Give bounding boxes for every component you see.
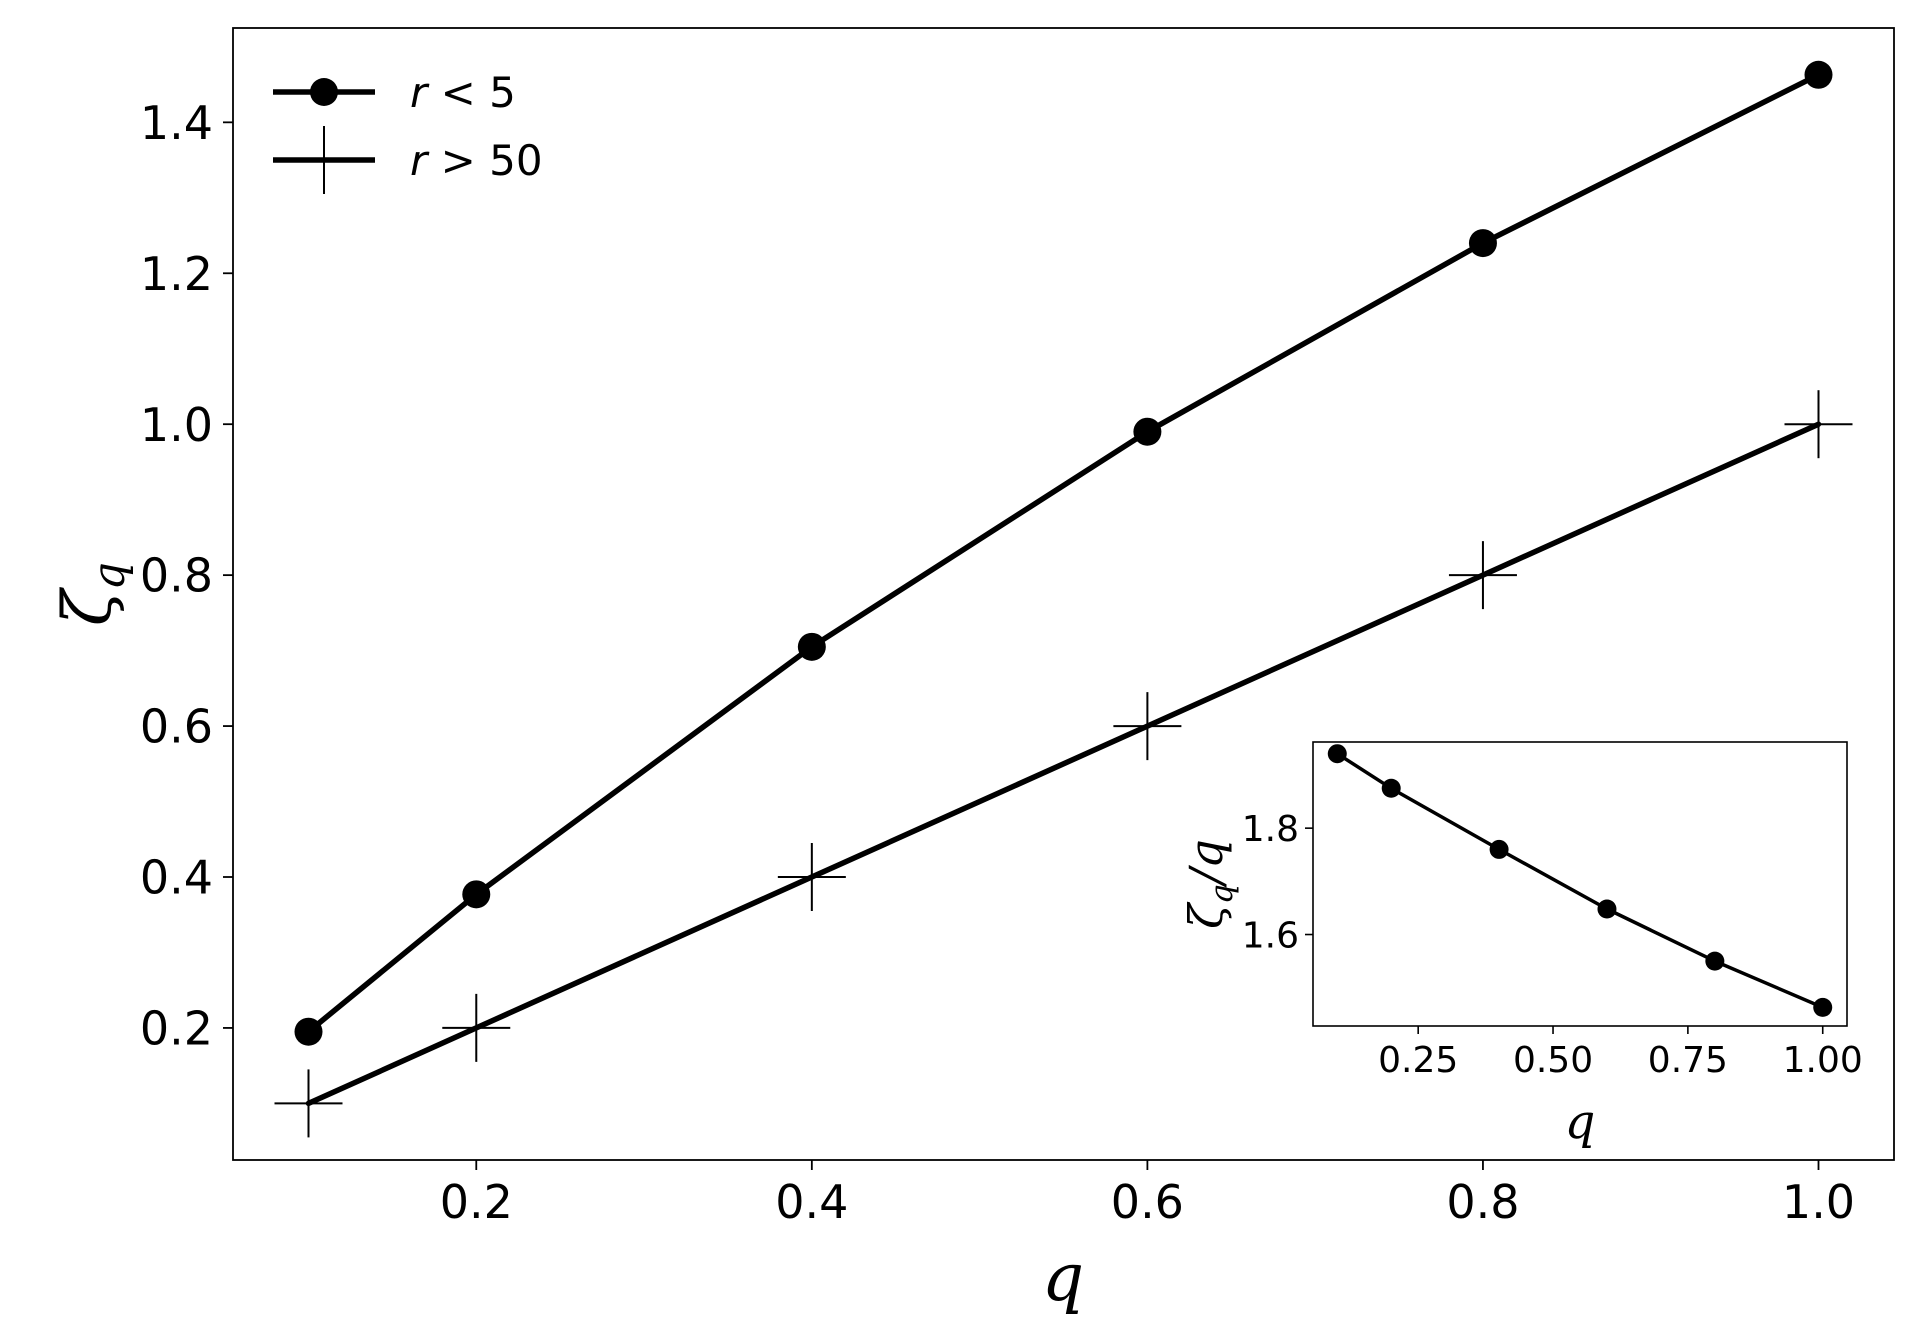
main-data-point-plus — [1784, 390, 1853, 459]
inset-plot-frame — [1312, 741, 1848, 1027]
main-y-tick-label: 0.2 — [140, 1001, 213, 1055]
inset-data-point — [1327, 744, 1347, 764]
legend-label-series-1: r < 5 — [410, 68, 516, 117]
inset-y-axis-label-suffix: /q — [1179, 839, 1233, 888]
inset-x-axis-label: q — [1565, 1094, 1596, 1150]
main-y-tick-label: 1.2 — [140, 247, 213, 301]
main-data-point — [294, 1017, 323, 1046]
inset-axes: 0.25 0.50 0.75 1.00 1.61.8 q ζq/q — [1179, 741, 1863, 1150]
main-y-axis-label-subscript: q — [84, 562, 135, 590]
main-y-tick-label: 0.8 — [140, 549, 213, 603]
main-y-tick-label: 1.4 — [140, 96, 213, 150]
legend-entry-series-1: r < 5 — [273, 68, 516, 117]
main-y-ticks: 0.2 0.4 0.6 0.8 1.0 1.2 1.4 — [140, 96, 233, 1055]
inset-x-tick-label: 0.25 — [1378, 1040, 1458, 1081]
inset-series-markers — [1327, 744, 1833, 1017]
main-axes: 0.2 0.4 0.6 0.8 1.0 0.20.40.60.81.01.21.4 q … — [49, 27, 1895, 1316]
main-x-tick-label: 1.0 — [1782, 1175, 1855, 1229]
main-data-point — [1804, 60, 1833, 89]
inset-x-tick-label: 0.50 — [1513, 1040, 1593, 1081]
inset-series-lines — [1335, 751, 1825, 1010]
inset-x-ticks: 0.25 0.50 0.75 1.00 — [1378, 1026, 1863, 1081]
inset-y-axis-label: ζq/q — [1179, 839, 1240, 929]
main-series-lines — [305, 72, 1822, 1107]
main-x-tick-label: 0.4 — [775, 1175, 848, 1229]
inset-y-axis-label-subscript: q — [1204, 884, 1240, 904]
inset-data-point — [1705, 951, 1725, 971]
main-x-tick-label: 0.8 — [1446, 1175, 1519, 1229]
inset-y-tick-label: 1.8 — [1242, 809, 1299, 850]
main-x-tick-label: 0.6 — [1111, 1175, 1184, 1229]
main-series-markers — [274, 60, 1853, 1138]
legend: r < 5 r > 50 — [273, 68, 543, 194]
main-data-point-plus — [442, 993, 511, 1062]
main-series-line-1 — [305, 72, 1822, 1035]
main-y-axis-label: ζq — [49, 562, 135, 626]
inset-x-tick-label: 0.75 — [1648, 1040, 1728, 1081]
main-data-point — [797, 632, 826, 661]
main-series-line-2 — [305, 421, 1822, 1107]
legend-label-series-1-var: r — [410, 68, 430, 117]
main-y-tick-label: 0.6 — [140, 700, 213, 754]
main-data-point-plus — [1448, 541, 1517, 610]
legend-marker-circle — [310, 78, 338, 106]
main-plot-frame — [232, 27, 1895, 1161]
inset-data-point — [1381, 778, 1401, 798]
main-y-tick-label: 0.4 — [140, 851, 213, 905]
main-data-point-plus — [777, 843, 846, 911]
main-data-point — [462, 880, 491, 909]
legend-entry-series-2: r > 50 — [273, 126, 543, 194]
legend-label-series-2-rest: > 50 — [427, 136, 542, 185]
inset-y-axis-label-symbol: ζ — [1179, 901, 1233, 929]
legend-label-series-2: r > 50 — [410, 136, 543, 185]
inset-data-point — [1489, 839, 1509, 859]
main-data-point — [1133, 417, 1162, 446]
inset-y-ticks: 1.6 1.8 — [1242, 809, 1313, 956]
inset-y-tick-label: 1.6 — [1242, 915, 1299, 956]
main-data-point-plus — [274, 1069, 343, 1138]
main-x-axis-label: q — [1042, 1239, 1084, 1316]
inset-x-tick-label: 1.00 — [1783, 1040, 1863, 1081]
main-x-tick-label: 0.2 — [440, 1175, 513, 1229]
main-data-point — [1468, 229, 1497, 258]
main-y-axis-label-symbol: ζ — [49, 586, 126, 626]
main-data-point-plus — [1113, 692, 1182, 761]
inset-data-point — [1597, 899, 1617, 919]
inset-data-point — [1813, 997, 1833, 1017]
legend-label-series-2-var: r — [410, 136, 430, 185]
inset-series-line-1 — [1335, 751, 1825, 1010]
main-x-ticks: 0.2 0.4 0.6 0.8 1.0 — [440, 1160, 1855, 1229]
legend-label-series-1-rest: < 5 — [427, 68, 516, 117]
main-y-tick-label: 1.0 — [140, 398, 213, 452]
